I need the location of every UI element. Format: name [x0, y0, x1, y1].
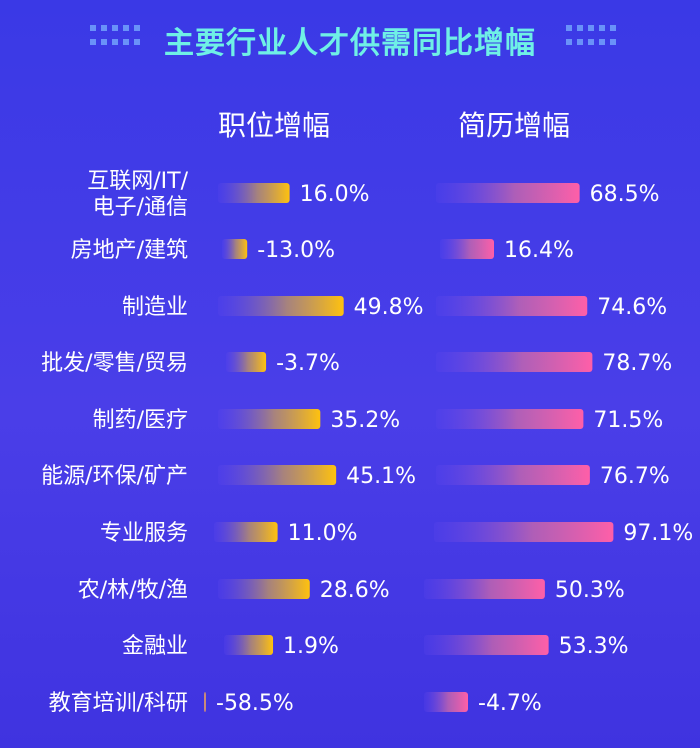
- job-growth-value: -13.0%: [257, 238, 335, 263]
- category-label: 房地产/建筑: [71, 238, 188, 263]
- category-label: 制造业: [122, 295, 188, 320]
- resume-growth-value: 68.5%: [590, 182, 660, 207]
- job-growth-value: 35.2%: [330, 408, 400, 433]
- category-label: 农/林/牧/渔: [78, 578, 188, 603]
- category-label: 互联网/IT/电子/通信: [87, 169, 188, 220]
- job-growth-bar: [218, 296, 344, 316]
- resume-growth-value: 97.1%: [623, 521, 693, 546]
- resume-growth-header: 简历增幅: [458, 109, 571, 142]
- resume-growth-value: 76.7%: [600, 464, 670, 489]
- resume-growth-value: 71.5%: [593, 408, 663, 433]
- job-growth-bar: [218, 409, 321, 429]
- job-growth-value: 1.9%: [283, 634, 339, 659]
- resume-growth-bar: [436, 352, 593, 372]
- job-growth-bar: [226, 352, 267, 372]
- job-growth-bar: [222, 239, 248, 259]
- decorative-dots-left: [90, 25, 146, 49]
- job-growth-bar: [224, 635, 274, 655]
- resume-growth-bar: [436, 465, 590, 485]
- job-growth-header: 职位增幅: [218, 109, 331, 142]
- job-growth-value: -58.5%: [216, 691, 294, 716]
- resume-growth-bar: [440, 239, 494, 259]
- job-growth-bar: [218, 183, 290, 203]
- job-growth-value: -3.7%: [276, 351, 340, 376]
- resume-growth-bar: [424, 579, 545, 599]
- category-label: 专业服务: [100, 521, 188, 546]
- resume-growth-value: 53.3%: [559, 634, 629, 659]
- job-growth-value: 16.0%: [300, 182, 370, 207]
- resume-growth-value: 16.4%: [504, 238, 574, 263]
- chart-title: 主要行业人才供需同比增幅: [164, 26, 536, 61]
- resume-growth-value: 78.7%: [602, 351, 672, 376]
- category-label: 批发/零售/贸易: [41, 351, 188, 376]
- category-label: 教育培训/科研: [49, 691, 188, 716]
- category-label: 制药/医疗: [93, 408, 188, 433]
- category-label: 金融业: [122, 634, 188, 659]
- resume-growth-bar: [424, 692, 468, 712]
- job-growth-value: 49.8%: [354, 295, 424, 320]
- resume-growth-bar: [424, 635, 549, 655]
- job-growth-bar: [218, 579, 310, 599]
- decorative-dots-right: [566, 25, 622, 49]
- resume-growth-bar: [436, 296, 588, 316]
- category-label: 能源/环保/矿产: [41, 464, 188, 489]
- job-growth-value: 45.1%: [346, 464, 416, 489]
- job-growth-bar: [204, 692, 206, 712]
- resume-growth-value: -4.7%: [478, 691, 542, 716]
- resume-growth-bar: [436, 409, 584, 429]
- job-growth-bar: [218, 465, 337, 485]
- job-growth-bar: [214, 522, 278, 542]
- job-growth-value: 28.6%: [320, 578, 390, 603]
- resume-growth-bar: [434, 522, 614, 542]
- resume-growth-value: 74.6%: [597, 295, 667, 320]
- resume-growth-bar: [436, 183, 580, 203]
- resume-growth-value: 50.3%: [555, 578, 625, 603]
- job-growth-value: 11.0%: [288, 521, 358, 546]
